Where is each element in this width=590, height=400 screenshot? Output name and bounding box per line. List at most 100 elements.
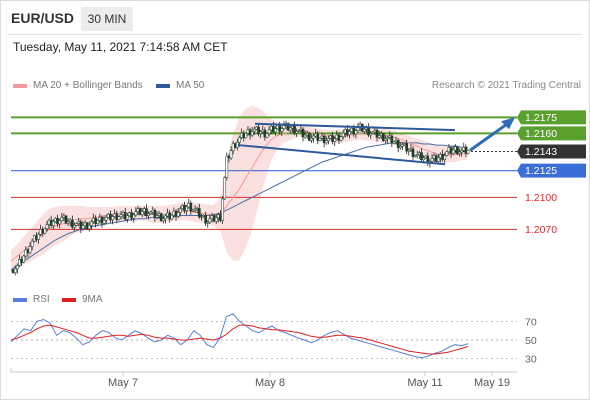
candle-body [354, 130, 358, 135]
candle-body [164, 215, 167, 220]
candle-body [58, 220, 62, 225]
candle-body [265, 133, 269, 138]
lower-trendline [237, 144, 446, 166]
candle-body [310, 137, 313, 141]
candle-body [316, 133, 320, 141]
candle-body [362, 129, 366, 132]
candle-body [90, 221, 93, 226]
candle-body [307, 133, 311, 141]
rsi-line [10, 313, 469, 359]
price-tag-text: 1.2125 [525, 165, 557, 177]
candle-body [250, 131, 254, 136]
candle-body [458, 151, 461, 155]
candle-body [229, 150, 233, 159]
price-tag-1.2100: 1.2100 [525, 192, 557, 204]
rsi-tick-label: 70 [525, 316, 537, 328]
candle-body [244, 133, 248, 138]
candle-body [456, 146, 459, 155]
candle-body [411, 148, 415, 157]
candle-body [341, 132, 345, 137]
candle-body [15, 265, 19, 270]
credit-text: Research © 2021 Trading Central [431, 80, 581, 91]
candle-body [66, 221, 70, 224]
rsi-ma-legend: 9MA [62, 294, 103, 305]
rsi-swatch [13, 297, 27, 302]
candle-body [375, 129, 379, 138]
candle-body [422, 157, 425, 160]
ma20-legend: MA 20 + Bollinger Bands [13, 80, 143, 91]
candle-body [159, 213, 163, 221]
candle-body [51, 221, 55, 226]
price-tag-text: 1.2160 [525, 128, 557, 140]
price-tag-1.2143: 1.2143 [517, 144, 586, 159]
candle-body [111, 216, 114, 221]
candle-body [28, 246, 32, 253]
candle-body [377, 135, 381, 138]
rsi-legend-label: RSI [33, 294, 50, 305]
symbol-label: EUR/USD [11, 10, 75, 26]
candle-body [430, 158, 434, 162]
candle-body [398, 146, 402, 149]
candle-body [155, 215, 159, 218]
candle-body [223, 177, 227, 200]
price-tag-1.2070: 1.2070 [525, 224, 557, 236]
candle-body [282, 125, 286, 129]
rsi-ma-line [10, 324, 469, 355]
candle-body [339, 136, 343, 141]
candle-body [145, 208, 148, 217]
candle-body [384, 138, 387, 141]
ma50-legend-label: MA 50 [176, 80, 205, 91]
candle-body [60, 217, 64, 221]
candle-body [170, 214, 174, 220]
price-tag-text: 1.2100 [525, 192, 557, 204]
candle-body [96, 220, 100, 224]
ma50-swatch [156, 83, 170, 88]
candle-body [460, 149, 464, 153]
candle-body [117, 216, 121, 220]
candle-body [221, 198, 224, 221]
candle-body [327, 138, 330, 141]
candle-body [324, 140, 328, 144]
timeframe-button[interactable]: 30 MIN [81, 7, 133, 31]
candle-body [200, 216, 203, 218]
candle-body [369, 133, 373, 136]
header-divider [8, 34, 582, 35]
candle-body [322, 135, 326, 144]
candle-body [119, 214, 123, 217]
candle-body [238, 137, 241, 143]
candle-body [126, 215, 129, 220]
ma20-legend-label: MA 20 + Bollinger Bands [33, 80, 143, 91]
candle-body [178, 208, 182, 213]
candle-body [208, 218, 212, 223]
candle-body [390, 135, 394, 144]
candle-body [71, 219, 74, 228]
candle-body [64, 215, 68, 224]
candle-body [333, 138, 337, 142]
candle-body [280, 128, 284, 132]
timestamp: Tuesday, May 11, 2021 7:14:58 AM CET [13, 40, 228, 54]
candle-body [102, 220, 106, 224]
candle-body [392, 141, 396, 144]
candle-body [73, 225, 76, 228]
candle-body [396, 140, 400, 149]
candle-body [225, 155, 229, 178]
rsi-tick-label: 30 [525, 354, 537, 366]
price-tag-text: 1.2070 [525, 224, 557, 236]
rsi-ma-legend-label: 9MA [82, 294, 103, 305]
candle-body [407, 149, 411, 152]
candle-body [191, 209, 195, 212]
candle-body [104, 217, 108, 221]
candle-body [252, 128, 256, 132]
rsi-legend: RSI [13, 294, 50, 305]
candle-body [413, 155, 417, 157]
candle-body [295, 131, 298, 134]
candle-body [318, 138, 322, 141]
candle-body [267, 129, 271, 134]
candle-body [466, 150, 470, 154]
candle-body [81, 225, 85, 229]
x-tick-label: May 7 [108, 377, 138, 389]
price-tag-1.2175: 1.2175 [517, 110, 586, 125]
candle-body [382, 133, 385, 141]
candle-body [301, 128, 305, 138]
